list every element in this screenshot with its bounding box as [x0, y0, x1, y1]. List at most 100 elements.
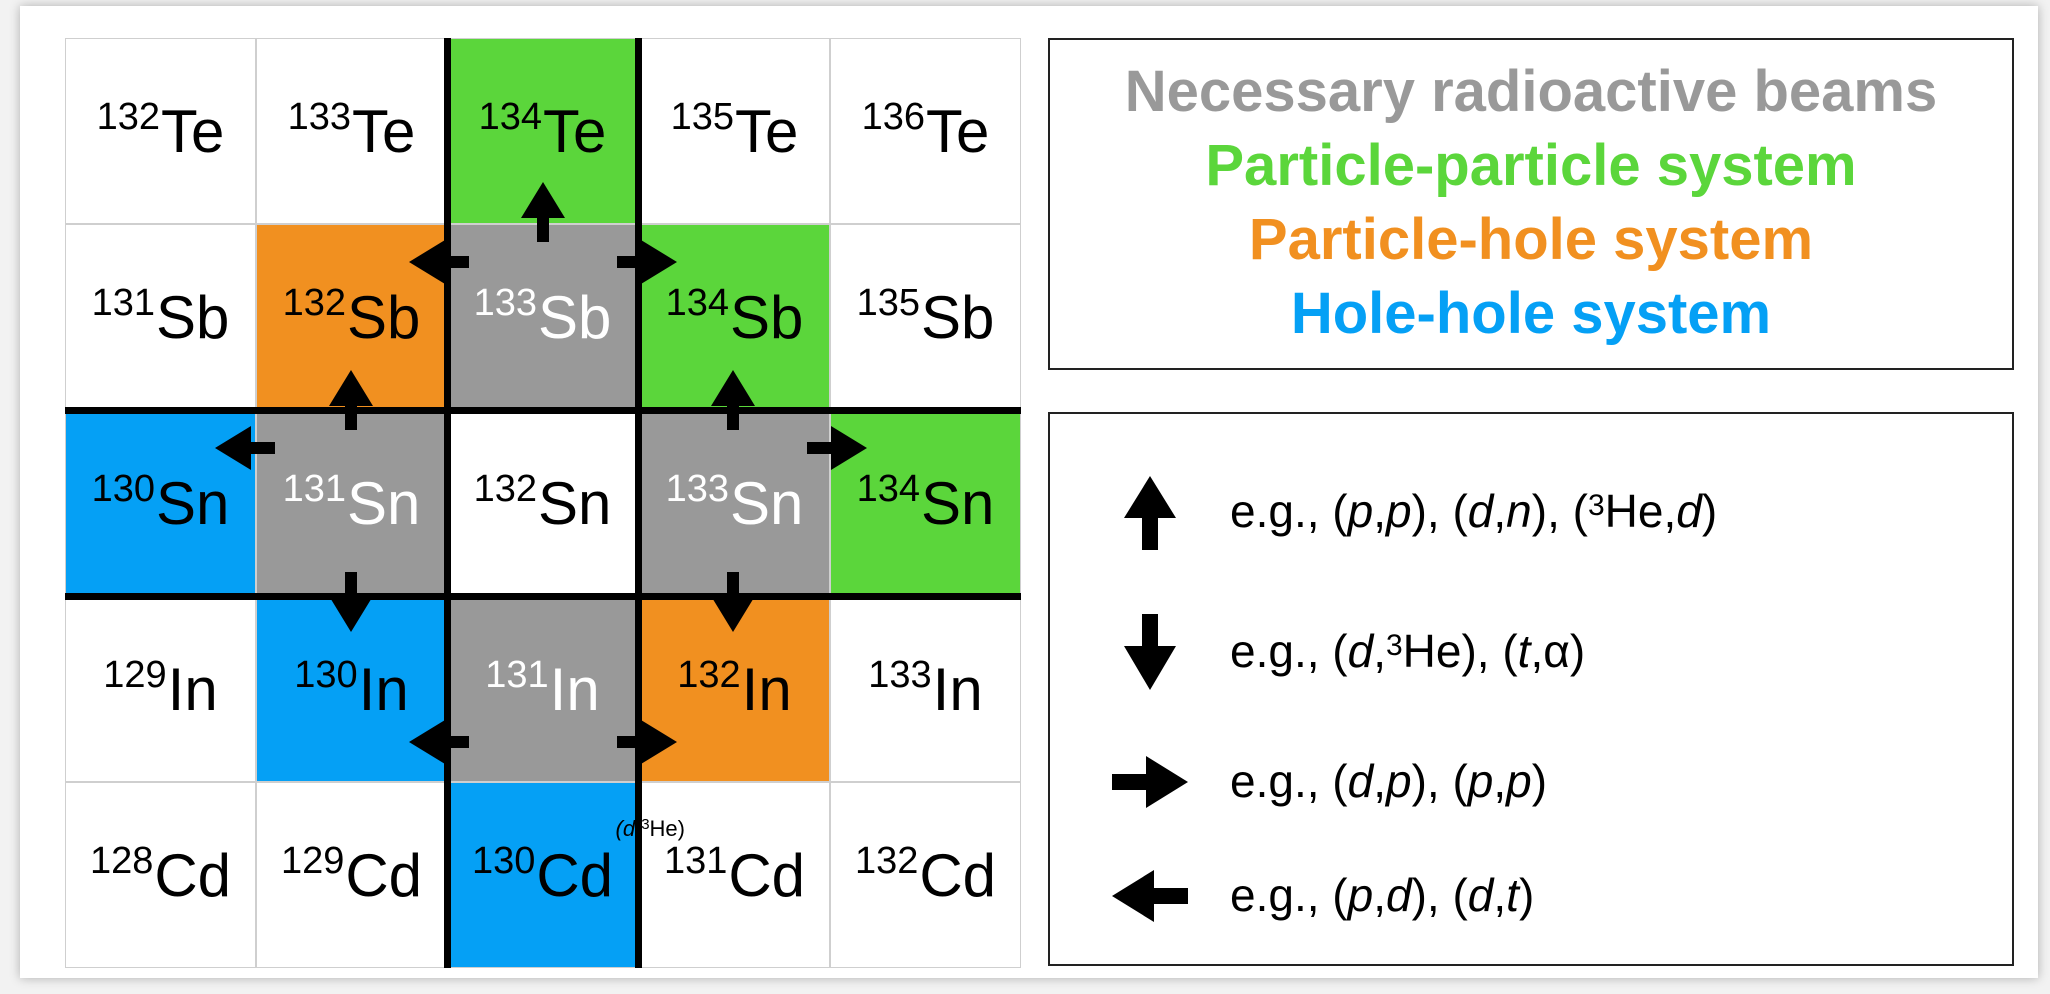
- mass-number: 132: [677, 653, 741, 696]
- arrow-left-icon: [215, 426, 275, 470]
- mass-number: 135: [856, 281, 920, 324]
- mass-number: 133: [287, 95, 352, 138]
- nuclide-cell-130in: 130 In: [256, 596, 447, 782]
- nuclide-cell-131sb: 131 Sb: [65, 224, 256, 410]
- arrow-up-icon: [711, 370, 755, 430]
- nuclide-cell-131in: 131 In: [447, 596, 638, 782]
- mass-number: 135: [670, 95, 735, 138]
- element-symbol: In: [741, 655, 792, 723]
- nuclide-cell-131sn: 131 Sn: [256, 410, 447, 596]
- reaction-left-text: e.g., (p,d), (d,t): [1230, 869, 1535, 921]
- element-symbol: Sb: [921, 283, 995, 351]
- element-symbol: Te: [735, 97, 799, 165]
- mass-number: 131: [282, 467, 346, 510]
- element-symbol: Te: [926, 97, 990, 165]
- note-mass: 3: [641, 816, 650, 833]
- nuclide-cell-135sb: 135 Sb: [830, 224, 1021, 410]
- legend-box: Necessary radioactive beams Particle-par…: [1048, 38, 2014, 370]
- mass-number: 133: [473, 281, 537, 324]
- reaction-row-down: e.g., (d,3He), (t,α): [1110, 612, 1990, 692]
- element-symbol: Te: [352, 97, 416, 165]
- arrow-right-icon: [617, 240, 677, 284]
- element-symbol: Te: [543, 97, 607, 165]
- arrow-down-icon: [1124, 614, 1176, 690]
- mass-number: 130: [294, 653, 358, 696]
- nuclide-cell-130cd: 130 Cd: [447, 782, 638, 968]
- nuclide-chart: 132 Te 133 Te 134 Te 135 Te 136 Te 131 Sb 132 Sb 133 Sb…: [65, 38, 1021, 968]
- arrow-left-icon: [409, 720, 469, 764]
- cd130-reaction-note: (d,3He): [541, 816, 685, 842]
- reaction-row-up: e.g., (p,p), (d,n), (3He,d): [1110, 472, 1990, 552]
- element-symbol: Cd: [154, 841, 232, 909]
- nuclide-cell-134te: 134 Te: [447, 38, 638, 224]
- nuclide-cell-133te: 133 Te: [256, 38, 447, 224]
- mass-number: 132: [282, 281, 346, 324]
- nuclide-cell-135te: 135 Te: [639, 38, 830, 224]
- arrow-right-icon: [1112, 756, 1188, 808]
- nuclide-cell-132te: 132 Te: [65, 38, 256, 224]
- arrow-up-icon: [521, 182, 565, 242]
- mass-number: 132: [854, 839, 919, 882]
- reaction-right-text: e.g., (d,p), (p,p): [1230, 755, 1548, 807]
- arrow-left-icon: [1112, 870, 1188, 922]
- legend-particle-hole: Particle-hole system: [1248, 207, 1814, 272]
- mass-number: 134: [478, 95, 543, 138]
- magic-line-n82-left: [444, 38, 451, 968]
- element-symbol: Sb: [347, 283, 421, 351]
- mass-number: 130: [91, 467, 155, 510]
- magic-line-n82-right: [635, 38, 642, 968]
- nuclide-cell-128cd: 128 Cd: [65, 782, 256, 968]
- arrow-right-icon: [807, 426, 867, 470]
- legend-radioactive-beams: Necessary radioactive beams: [1124, 59, 1938, 124]
- mass-number: 134: [856, 467, 920, 510]
- element-symbol: Sb: [156, 283, 230, 351]
- arrow-right-icon: [617, 720, 677, 764]
- mass-number: 128: [89, 839, 154, 882]
- element-symbol: Sb: [730, 283, 804, 351]
- reaction-row-left: e.g., (p,d), (d,t): [1110, 856, 1990, 936]
- nuclide-cell-131cd: 131 Cd: [639, 782, 830, 968]
- nuclide-cell-129cd: 129 Cd: [256, 782, 447, 968]
- element-symbol: Cd: [919, 841, 997, 909]
- nuclide-cell-133sb: 133 Sb: [447, 224, 638, 410]
- mass-number: 133: [665, 467, 729, 510]
- nuclide-cell-132cd: 132 Cd: [830, 782, 1021, 968]
- mass-number: 133: [868, 653, 932, 696]
- legend-particle-particle: Particle-particle system: [1205, 133, 1857, 198]
- nuclide-cell-132sn: 132 Sn: [447, 410, 638, 596]
- mass-number: 129: [103, 653, 167, 696]
- element-symbol: Sn: [538, 469, 612, 537]
- nuclide-cell-132sb: 132 Sb: [256, 224, 447, 410]
- reaction-row-right: e.g., (d,p), (p,p): [1110, 742, 1990, 822]
- mass-number: 129: [280, 839, 345, 882]
- mass-number: 134: [665, 281, 729, 324]
- mass-number: 132: [473, 467, 537, 510]
- nuclide-cell-136te: 136 Te: [830, 38, 1021, 224]
- mass-number: 130: [471, 839, 536, 882]
- element-symbol: In: [549, 655, 600, 723]
- element-symbol: Cd: [536, 841, 614, 909]
- element-symbol: Te: [161, 97, 225, 165]
- element-symbol: Sn: [730, 469, 804, 537]
- nuclide-cell-134sn: 134 Sn: [830, 410, 1021, 596]
- nuclide-cell-129in: 129 In: [65, 596, 256, 782]
- reaction-up-text: e.g., (p,p), (d,n), (3He,d): [1230, 485, 1718, 537]
- arrow-down-icon: [711, 572, 755, 632]
- element-symbol: In: [167, 655, 218, 723]
- element-symbol: In: [932, 655, 983, 723]
- element-symbol: Sb: [538, 283, 612, 351]
- nuclide-cell-133in: 133 In: [830, 596, 1021, 782]
- magic-line-z50-bottom: [65, 593, 1021, 600]
- nuclide-cell-133sn: 133 Sn: [639, 410, 830, 596]
- arrow-left-icon: [409, 240, 469, 284]
- arrow-down-icon: [329, 572, 373, 632]
- element-symbol: Cd: [345, 841, 423, 909]
- legend-hole-hole: Hole-hole system: [1290, 281, 1772, 346]
- mass-number: 136: [861, 95, 926, 138]
- note-suffix: He): [649, 816, 685, 841]
- reaction-legend-box: e.g., (p,p), (d,n), (3He,d) e.g., (d,3He…: [1048, 412, 2014, 966]
- arrow-up-icon: [329, 370, 373, 430]
- element-symbol: Cd: [728, 841, 806, 909]
- element-symbol: Sn: [921, 469, 995, 537]
- mass-number: 131: [485, 653, 549, 696]
